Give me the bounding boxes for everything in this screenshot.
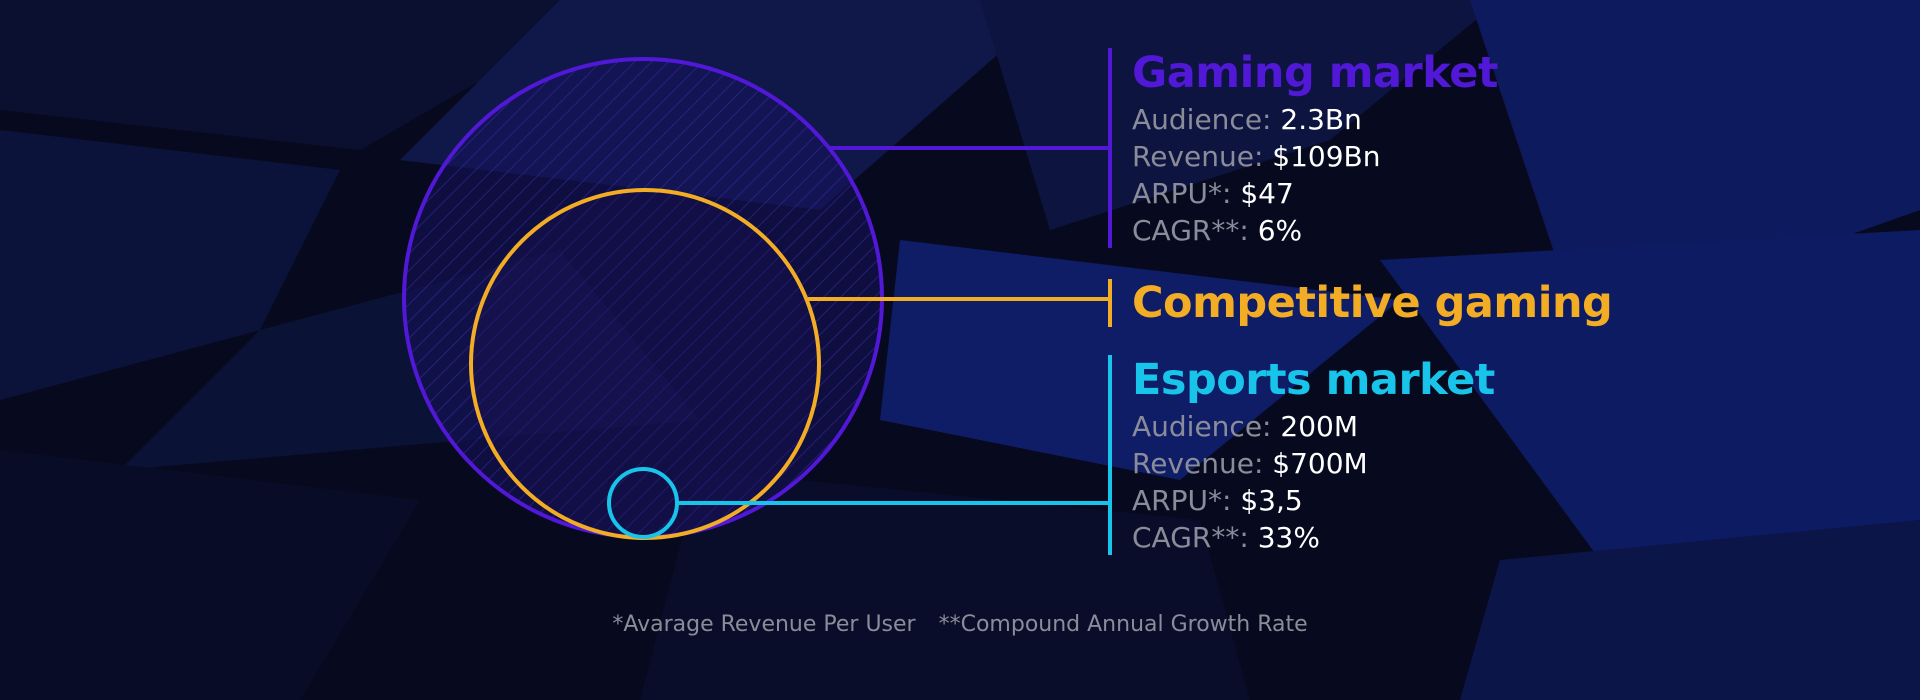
- stat-label: CAGR**:: [1132, 214, 1249, 247]
- gaming-market-content: Gaming market Audience: 2.3Bn Revenue: $…: [1132, 48, 1498, 249]
- competitive-gaming-circle: [469, 188, 821, 540]
- gaming-cagr-stat: CAGR**: 6%: [1132, 212, 1498, 249]
- esports-revenue-stat: Revenue: $700M: [1132, 445, 1495, 482]
- stat-label: ARPU*:: [1132, 177, 1232, 210]
- gaming-market-block: Gaming market Audience: 2.3Bn Revenue: $…: [1108, 48, 1868, 248]
- esports-cagr-stat: CAGR**: 33%: [1132, 519, 1495, 556]
- esports-market-bar: [1108, 355, 1112, 555]
- esports-audience-stat: Audience: 200M: [1132, 408, 1495, 445]
- esports-market-block: Esports market Audience: 200M Revenue: $…: [1108, 355, 1868, 555]
- competitive-gaming-content: Competitive gaming: [1132, 278, 1613, 328]
- stat-label: Audience:: [1132, 410, 1272, 443]
- stat-label: Revenue:: [1132, 447, 1264, 480]
- gaming-market-bar: [1108, 48, 1112, 248]
- stat-label: ARPU*:: [1132, 484, 1232, 517]
- gaming-market-stats: Audience: 2.3Bn Revenue: $109Bn ARPU*: $…: [1132, 101, 1498, 249]
- gaming-market-title: Gaming market: [1132, 48, 1498, 98]
- gaming-arpu-stat: ARPU*: $47: [1132, 175, 1498, 212]
- competitive-gaming-bar: [1108, 279, 1112, 327]
- gaming-revenue-stat: Revenue: $109Bn: [1132, 138, 1498, 175]
- esports-market-content: Esports market Audience: 200M Revenue: $…: [1132, 355, 1495, 556]
- stat-value: $47: [1240, 177, 1294, 210]
- esports-market-stats: Audience: 200M Revenue: $700M ARPU*: $3,…: [1132, 408, 1495, 556]
- stat-label: Revenue:: [1132, 140, 1264, 173]
- stat-value: 6%: [1257, 214, 1303, 247]
- competitive-gaming-title: Competitive gaming: [1132, 278, 1613, 328]
- gaming-audience-stat: Audience: 2.3Bn: [1132, 101, 1498, 138]
- stat-value: 33%: [1257, 521, 1320, 554]
- stat-value: $700M: [1272, 447, 1368, 480]
- cagr-footnote: **Compound Annual Growth Rate: [938, 612, 1308, 637]
- arpu-footnote: *Avarage Revenue Per User: [612, 612, 916, 637]
- stat-label: Audience:: [1132, 103, 1272, 136]
- stat-value: $109Bn: [1272, 140, 1381, 173]
- stat-value: $3,5: [1240, 484, 1303, 517]
- competitive-gaming-block: Competitive gaming: [1108, 278, 1868, 328]
- stat-value: 200M: [1280, 410, 1358, 443]
- footnotes: *Avarage Revenue Per User **Compound Ann…: [0, 612, 1920, 637]
- stat-label: CAGR**:: [1132, 521, 1249, 554]
- stat-value: 2.3Bn: [1280, 103, 1362, 136]
- esports-market-title: Esports market: [1132, 355, 1495, 405]
- esports-arpu-stat: ARPU*: $3,5: [1132, 482, 1495, 519]
